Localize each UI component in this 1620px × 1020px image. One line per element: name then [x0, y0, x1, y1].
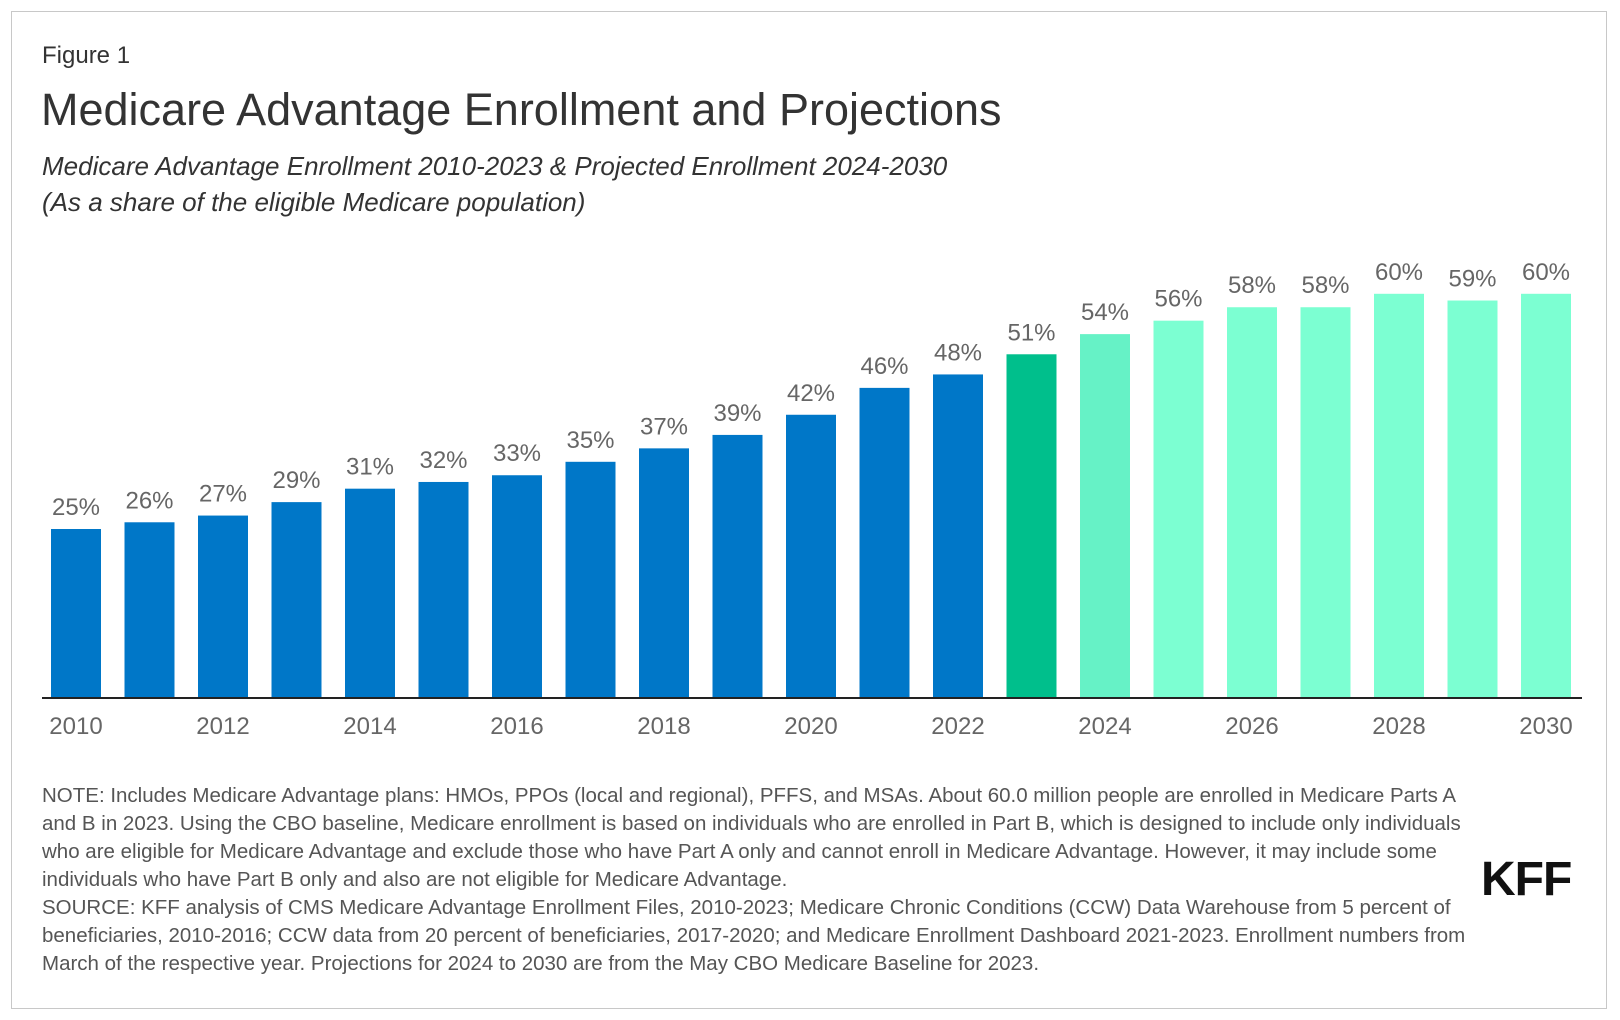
bar-2024: [1080, 334, 1130, 697]
data-label-2024: 54%: [1081, 299, 1129, 326]
data-label-2020: 42%: [787, 380, 835, 407]
chart-title: Medicare Advantage Enrollment and Projec…: [41, 84, 1002, 135]
x-tick-label-2026: 2026: [1225, 713, 1278, 740]
bar-2019: [712, 434, 763, 697]
chart-subtitle: Medicare Advantage Enrollment 2010-2023 …: [42, 151, 948, 181]
data-label-2010: 25%: [52, 494, 100, 521]
data-label-2019: 39%: [713, 400, 761, 427]
data-label-2018: 37%: [640, 413, 688, 440]
bar-2016: [492, 475, 542, 697]
data-label-2028: 60%: [1375, 259, 1423, 286]
note-text: NOTE: Includes Medicare Advantage plans:…: [42, 784, 1461, 891]
bar-chart: 25% 26% 27% 29% 31% 32% 33% 35% 37% 39% 42% 46% 48% 5…: [42, 259, 1582, 740]
data-label-2013: 29%: [272, 467, 320, 494]
data-label-2026: 58%: [1228, 272, 1276, 299]
bar-2021: [859, 387, 910, 697]
data-label-2023: 51%: [1007, 319, 1055, 346]
bar-2028: [1374, 293, 1424, 697]
figure-frame: [11, 11, 1607, 1009]
data-label-2015: 32%: [419, 447, 467, 474]
data-label-2030: 60%: [1522, 259, 1570, 286]
bar-2010: [51, 529, 101, 697]
data-label-2014: 31%: [346, 454, 394, 481]
source-text: SOURCE: KFF analysis of CMS Medicare Adv…: [42, 896, 1466, 975]
bar-2029: [1447, 300, 1498, 697]
x-tick-label-2020: 2020: [784, 713, 837, 740]
bar-2013: [271, 502, 322, 697]
data-label-2012: 27%: [199, 481, 247, 508]
bar-2014: [345, 488, 395, 697]
figure-label: Figure 1: [42, 42, 131, 69]
x-tick-label-2010: 2010: [49, 713, 102, 740]
x-tick-label-2014: 2014: [343, 713, 396, 740]
bar-2011: [124, 522, 175, 697]
footnote: NOTE: Includes Medicare Advantage plans:…: [42, 782, 1482, 978]
x-tick-label-2012: 2012: [196, 713, 249, 740]
bar-2012: [198, 515, 248, 697]
data-label-2027: 58%: [1301, 272, 1349, 299]
x-tick-label-2018: 2018: [637, 713, 690, 740]
kff-logo: KFF: [1481, 853, 1572, 906]
bar-2020: [786, 414, 836, 697]
bar-2026: [1227, 307, 1277, 697]
x-tick-label-2016: 2016: [490, 713, 543, 740]
bar-2027: [1300, 307, 1351, 697]
chart-subtitle-note: (As a share of the eligible Medicare pop…: [42, 187, 586, 217]
x-tick-label-2028: 2028: [1372, 713, 1425, 740]
data-label-2021: 46%: [860, 353, 908, 380]
bar-2022: [933, 374, 983, 697]
data-label-2025: 56%: [1154, 286, 1202, 313]
bar-2017: [565, 461, 616, 697]
x-tick-label-2022: 2022: [931, 713, 984, 740]
bar-2018: [639, 448, 689, 697]
data-label-2016: 33%: [493, 440, 541, 467]
bar-2030: [1521, 293, 1571, 697]
bar-2015: [418, 481, 469, 697]
bar-2025: [1153, 320, 1204, 697]
data-label-2017: 35%: [566, 427, 614, 454]
data-label-2011: 26%: [125, 487, 173, 514]
data-label-2029: 59%: [1448, 266, 1496, 293]
x-tick-label-2030: 2030: [1519, 713, 1572, 740]
data-label-2022: 48%: [934, 339, 982, 366]
bar-2023: [1006, 354, 1057, 697]
x-tick-label-2024: 2024: [1078, 713, 1131, 740]
